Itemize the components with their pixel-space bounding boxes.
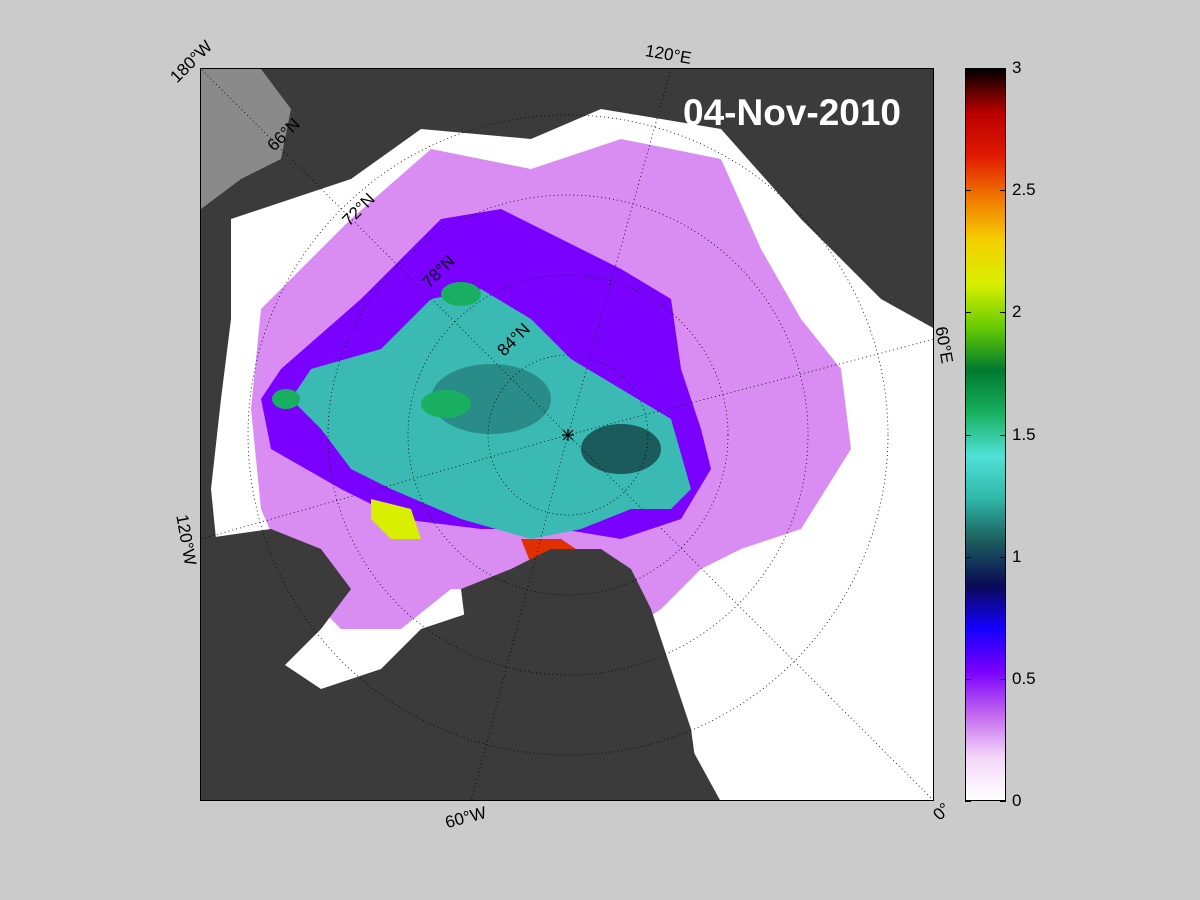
colorbar-tick-mark [965,556,971,558]
date-label: 04-Nov-2010 [683,92,902,133]
colorbar-tick-label: 3 [1012,58,1022,77]
colorbar-tick-mark [965,434,971,436]
colorbar-tick-mark [1000,556,1006,558]
colorbar-tick-mark [1000,312,1006,314]
grey-land-nw [201,69,291,209]
canadian-land [201,529,351,769]
colorbar-tick-mark [965,801,971,802]
colorbar-tick-mark [965,678,971,680]
graticule [201,69,933,800]
greenland [461,549,701,800]
ice-patch-dark-1 [431,364,551,434]
colorbar-tick-label: 1 [1012,546,1022,566]
colorbar-tick-mark [1000,434,1006,436]
meridian-0 [567,434,933,800]
ice-patch-dark-2 [581,424,661,474]
lat-circle-72 [327,194,809,676]
colorbar-tick-label: 0 [1012,791,1022,810]
colorbar-tick-label: 1.5 [1012,424,1036,444]
lon-label-120w: 120°W [172,513,200,567]
lat-circle-84 [487,354,649,516]
colorbar-tick-mark [965,312,971,314]
colorbar-tick-mark [1000,801,1006,802]
ice-patch-green-1 [421,390,471,418]
colorbar-tick-label: 0.5 [1012,668,1036,688]
colorbar-tick-label: 2 [1012,302,1022,322]
map-svg [201,69,933,800]
lon-label-120e: 120°E [643,41,693,68]
ice-patch-green-2 [441,282,481,306]
lon-label-60w: 60°W [443,802,489,833]
meridian-120e [567,69,672,436]
thick-ice-yellow [371,499,421,539]
lon-label-0: 0° [929,799,955,825]
meridian-60w [471,434,569,800]
lat-circle-66 [247,114,889,756]
colorbar-tick-mark [1000,678,1006,680]
colorbar-tick-label: 2.5 [1012,180,1036,200]
sea-ice-thickness-map [200,68,934,801]
north-pole-marker [562,429,574,441]
lat-circle-78 [407,274,729,596]
colorbar-tick-mark [965,190,971,192]
ice-patch-green-3 [272,389,300,409]
colorbar-tick-mark [1000,190,1006,192]
meridian-60e [567,339,933,436]
lon-label-60e: 60°E [931,325,957,365]
colorbar-tick-mark [1000,68,1006,69]
colorbar-tick-mark [965,68,971,69]
